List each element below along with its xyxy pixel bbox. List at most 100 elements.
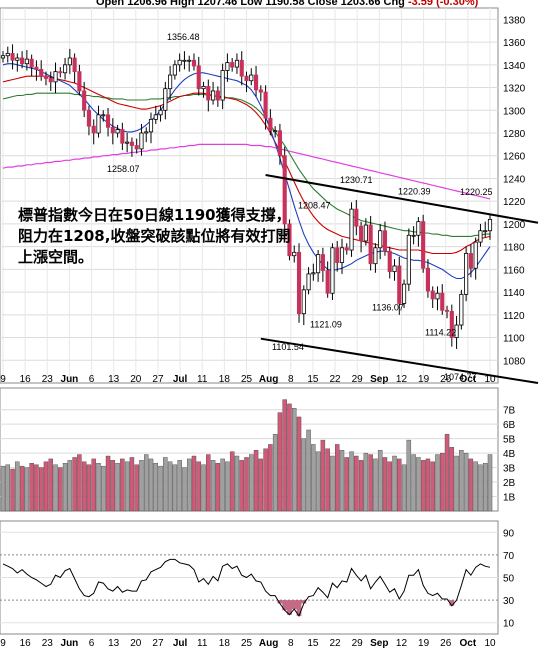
candle-body (392, 265, 397, 273)
x-tick-label: 29 (352, 374, 364, 385)
candle-body (211, 90, 216, 101)
price-candle (139, 123, 144, 156)
volume-bar (110, 460, 116, 512)
price-frame (0, 7, 499, 384)
price-candle (282, 146, 287, 236)
price-candle (401, 279, 407, 308)
x-tick-label: 25 (241, 374, 253, 385)
price-candle (411, 226, 416, 245)
price-candle (24, 50, 29, 71)
candle-body (464, 253, 469, 295)
volume-bar (43, 461, 49, 512)
volume-bar (258, 458, 264, 512)
candle-body (454, 324, 459, 338)
candle-body (421, 221, 426, 269)
price-candle (53, 62, 58, 94)
volume-bar (72, 457, 77, 512)
open-value: 1206.96 (127, 0, 167, 8)
oscillator-y-tick-label: 10 (503, 619, 515, 630)
price-candle (311, 263, 316, 281)
volume-bar (182, 467, 187, 512)
price-candle (344, 243, 349, 255)
price-candle (253, 65, 259, 97)
price-candle (268, 109, 273, 136)
volume-bar (387, 461, 392, 512)
x-tick-label: 18 (219, 374, 231, 385)
candle-body (134, 145, 139, 150)
volume-bar (225, 461, 230, 512)
price-y-tick-label: 1080 (503, 356, 526, 367)
oscillator-y-tick-label: 70 (503, 551, 515, 562)
candle-body (148, 118, 154, 133)
candle-body (459, 293, 464, 326)
volume-bar (77, 454, 82, 512)
candle-body (196, 65, 201, 90)
price-candle (77, 64, 82, 96)
volume-y-tick-label: 1B (503, 493, 516, 504)
price-candle (359, 221, 364, 253)
candle-body (120, 129, 125, 144)
candle-body (253, 74, 259, 91)
candle-body (382, 230, 388, 252)
price-candle (397, 256, 402, 315)
candle-body (473, 241, 478, 269)
price-candle (134, 138, 139, 154)
volume-bar (101, 465, 106, 512)
volume-bar (38, 467, 44, 512)
bottom-x-tick-label: 20 (130, 638, 142, 649)
volume-bar (167, 461, 173, 512)
x-tick-label: 15 (307, 374, 319, 385)
price-annotation-label: 1074.77 (444, 372, 477, 382)
x-tick-label: Aug (259, 374, 278, 385)
candle-body (96, 114, 101, 134)
price-candle (86, 105, 92, 136)
bottom-x-tick-label: 19 (418, 638, 430, 649)
volume-y-tick-label: 4B (503, 449, 516, 460)
volume-bar (234, 455, 240, 512)
price-y-tick-label: 1380 (503, 15, 526, 26)
candle-body (311, 272, 316, 275)
volume-bar (186, 458, 192, 512)
upper-trendline (265, 174, 539, 224)
price-candle (339, 238, 345, 274)
candle-body (43, 75, 49, 79)
x-tick-label: Jun (61, 374, 79, 385)
x-tick-label: 26 (440, 374, 452, 385)
price-candle (444, 305, 450, 319)
volume-bar (282, 399, 287, 512)
candle-body (177, 59, 182, 66)
price-annotation-label: 1208.47 (298, 200, 331, 210)
volume-bar (339, 450, 345, 512)
volume-bar (306, 429, 311, 512)
price-y-tick-label: 1120 (503, 311, 525, 322)
price-y-tick-label: 1100 (503, 334, 525, 345)
price-candle (296, 243, 302, 323)
price-candle (172, 60, 177, 80)
bottom-x-tick-label: Jul (173, 638, 188, 649)
volume-bar (62, 463, 68, 512)
price-candle (387, 246, 392, 279)
candle-body (187, 59, 192, 62)
volume-bar (5, 464, 11, 512)
low-value: 1190.58 (265, 0, 305, 8)
candle-body (349, 208, 354, 251)
bottom-x-tick-label: Oct (460, 638, 477, 649)
price-candle (234, 53, 240, 74)
price-candle (249, 68, 254, 86)
volume-y-tick-label: 7B (503, 406, 516, 417)
volume-bar (373, 458, 378, 512)
candle-body (91, 125, 96, 134)
volume-bar (263, 448, 268, 512)
candle-body (5, 53, 10, 57)
price-candle (43, 71, 49, 86)
price-annotation-label: 1220.25 (460, 187, 493, 197)
price-y-tick-label: 1280 (503, 129, 526, 140)
volume-panel: 1B 2B 3B 4B 5B 6B 7B (0, 387, 516, 512)
candle-body (62, 64, 68, 74)
price-candle (473, 237, 478, 280)
price-candle (177, 53, 182, 72)
price-candle (191, 53, 197, 71)
bottom-x-tick-label: Aug (259, 638, 278, 649)
candle-body (29, 58, 34, 68)
